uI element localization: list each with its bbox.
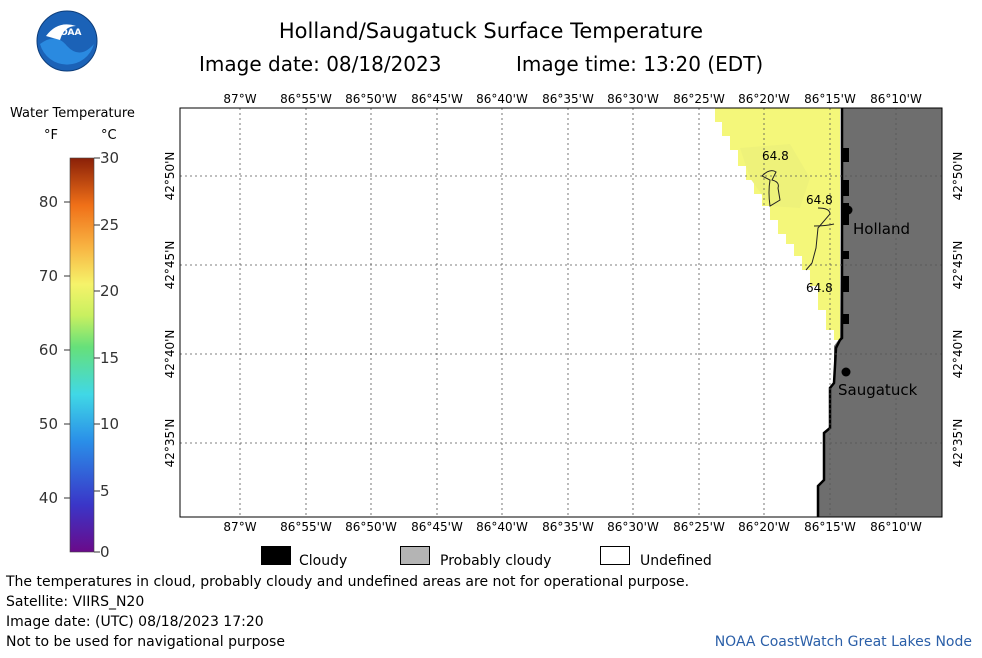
lon-label-bottom: 87°W [223, 520, 256, 533]
satellite-text: Satellite: VIIRS_N20 [6, 594, 145, 610]
lon-label-top: 86°20'W [738, 92, 790, 106]
lon-label-bottom: 86°25'W [673, 520, 725, 533]
c-tick-label: 15 [100, 349, 119, 367]
city-label-saugatuck: Saugatuck [838, 381, 918, 399]
legend-undefined-label: Undefined [640, 553, 712, 569]
page-title: Holland/Saugatuck Surface Temperature [278, 19, 704, 43]
lon-label-bottom: 86°30'W [607, 520, 659, 533]
f-tick-label: 60 [39, 341, 58, 359]
image-time: Image time: 13:20 (EDT) [516, 52, 764, 76]
lon-label-bottom: 86°15'W [804, 520, 856, 533]
lon-label-top: 86°50'W [345, 92, 397, 106]
lat-label-left: 42°35'N [163, 419, 177, 468]
contour-label: 64.8 [762, 149, 789, 163]
lon-label-top: 86°40'W [476, 92, 528, 106]
lon-label-top: 86°30'W [607, 92, 659, 106]
image-date: Image date: 08/18/2023 [199, 52, 442, 76]
lat-label-right: 42°45'N [951, 241, 965, 290]
lon-label-bottom: 86°55'W [280, 520, 332, 533]
lat-label-right: 42°40'N [951, 330, 965, 379]
lat-label-left: 42°45'N [163, 241, 177, 290]
legend-cloudy-swatch [261, 546, 291, 565]
lon-label-bottom: 86°35'W [542, 520, 594, 533]
scale-title: Water Temperature [10, 106, 135, 121]
c-tick-label: 30 [100, 150, 119, 167]
legend-cloudy-label: Cloudy [299, 553, 348, 569]
logo-text: NOAA [53, 28, 82, 38]
lon-label-top: 87°W [223, 92, 256, 106]
contour-label: 64.8 [806, 281, 833, 295]
c-tick-label: 20 [100, 282, 119, 300]
lon-label-bottom: 86°45'W [411, 520, 463, 533]
lon-label-bottom: 86°20'W [738, 520, 790, 533]
unit-fahrenheit: °F [44, 128, 58, 143]
lat-label-right: 42°35'N [951, 419, 965, 468]
f-tick-label: 80 [39, 193, 58, 211]
lon-label-bottom: 86°10'W [870, 520, 922, 533]
legend-undefined-swatch [600, 546, 630, 565]
lat-label-left: 42°50'N [163, 152, 177, 201]
f-tick-label: 70 [39, 267, 58, 285]
lon-label-bottom: 86°40'W [476, 520, 528, 533]
credit-text: NOAA CoastWatch Great Lakes Node [714, 634, 972, 650]
noaa-logo: NOAA [36, 10, 98, 72]
lon-label-top: 86°55'W [280, 92, 332, 106]
lat-label-right: 42°50'N [951, 152, 965, 201]
surface-temperature-map: 87°W 86°55'W 86°50'W 86°45'W 86°40'W 86°… [163, 92, 965, 533]
saugatuck-marker [841, 367, 851, 377]
unit-celsius: °C [101, 128, 117, 143]
map-frame: 64.8 64.8 64.8 Holland Saugatuck [179, 107, 943, 518]
legend-probably-cloudy-label: Probably cloudy [440, 553, 552, 569]
f-tick-label: 40 [39, 489, 58, 507]
f-tick-label: 50 [39, 415, 58, 433]
utc-date-text: Image date: (UTC) 08/18/2023 17:20 [6, 614, 264, 630]
contour-label: 64.8 [806, 193, 833, 207]
lon-label-bottom: 86°50'W [345, 520, 397, 533]
c-tick-label: 25 [100, 216, 119, 234]
lon-label-top: 86°35'W [542, 92, 594, 106]
c-tick-label: 10 [100, 415, 119, 433]
lat-label-left: 42°40'N [163, 330, 177, 379]
lon-label-top: 86°45'W [411, 92, 463, 106]
c-tick-label: 5 [100, 482, 110, 500]
navigation-warning: Not to be used for navigational purpose [6, 634, 285, 650]
c-tick-label: 0 [100, 543, 110, 561]
city-label-holland: Holland [853, 220, 910, 238]
lon-label-top: 86°15'W [804, 92, 856, 106]
holland-marker [843, 205, 853, 215]
lon-label-top: 86°10'W [870, 92, 922, 106]
legend-probably-cloudy-swatch [400, 546, 430, 565]
lon-label-top: 86°25'W [673, 92, 725, 106]
disclaimer-text: The temperatures in cloud, probably clou… [6, 574, 690, 590]
color-scale: 80 70 60 50 40 30 25 20 15 10 5 0 [39, 150, 119, 561]
